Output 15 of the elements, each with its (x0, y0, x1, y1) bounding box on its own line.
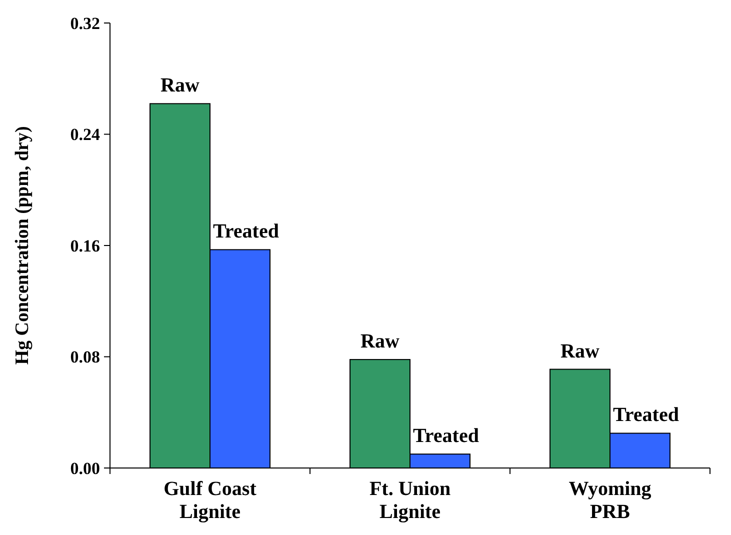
y-tick-label: 0.08 (70, 348, 100, 367)
text: Raw (360, 330, 400, 353)
text: Treated (413, 425, 479, 448)
y-axis-title: Hg Concentration (ppm, dry) (12, 126, 33, 365)
y-tick-label: 0.16 (70, 236, 100, 256)
y-tick-label: 0.24 (70, 125, 100, 144)
x-tick-label: Wyoming PRB (568, 478, 652, 523)
x-tick-label: Ft. Union Lignite (369, 478, 451, 523)
y-tick-label: 0.32 (70, 14, 100, 33)
y-tick-label: 0.00 (70, 458, 100, 478)
text: Raw (560, 340, 600, 362)
text: Treated (613, 404, 679, 426)
series-label: Raw (160, 74, 200, 97)
x-tick-label: Gulf Coast Lignite (164, 478, 257, 523)
series-label: Treated (213, 220, 279, 243)
